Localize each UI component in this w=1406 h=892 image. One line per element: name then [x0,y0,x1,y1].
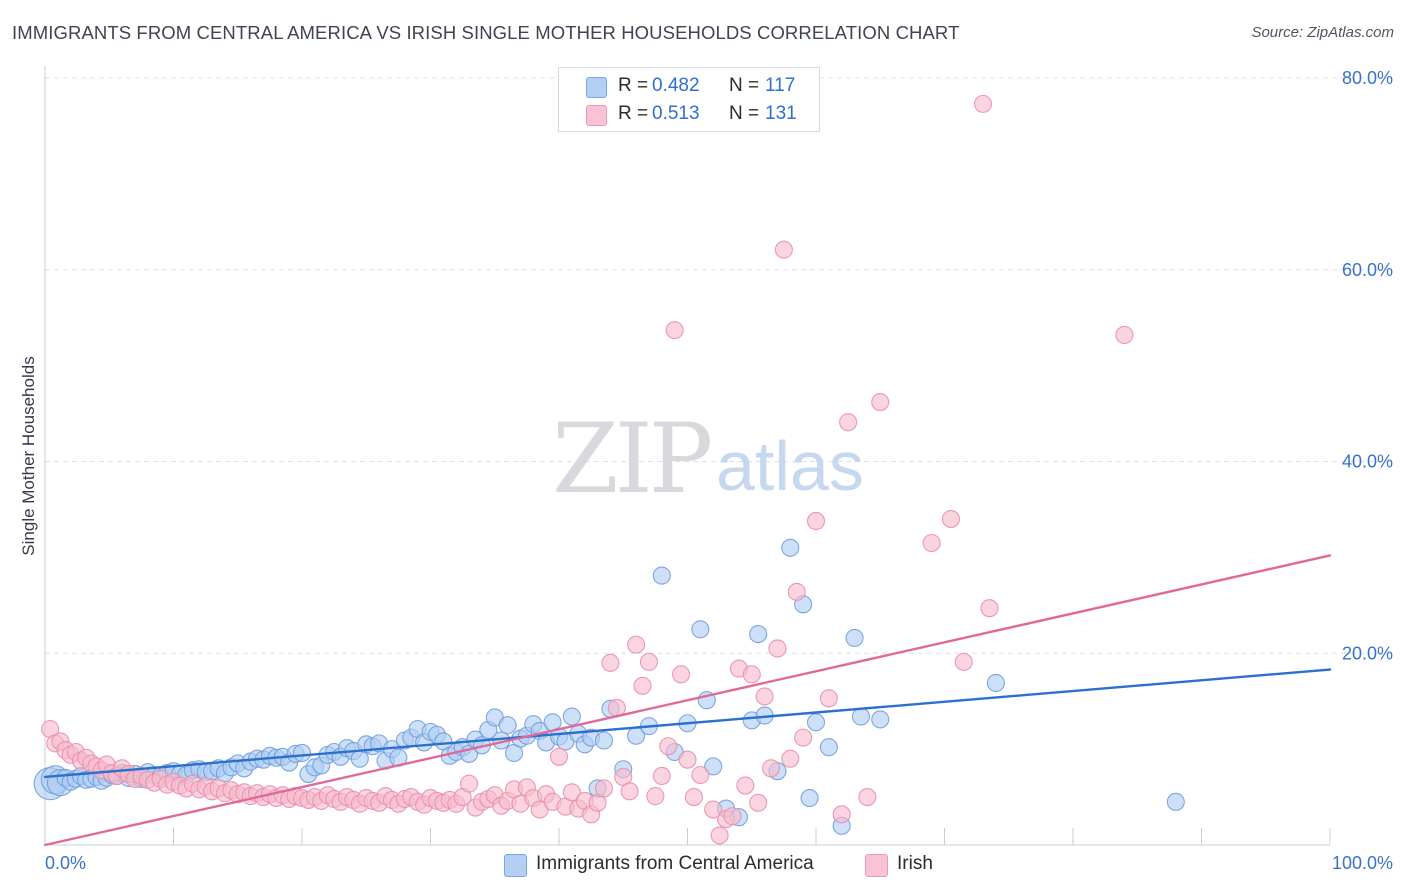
point-central-america [851,707,871,726]
legend-label-central-america: Immigrants from Central America [536,853,814,874]
legend-row-blue: R = 0.482 N = 117 [559,73,819,101]
point-irish [459,774,479,793]
point-irish [749,793,768,812]
axes [44,66,1331,846]
point-central-america [704,757,723,776]
point-irish [620,782,639,801]
point-irish [562,783,581,802]
series-legend: Immigrants from Central America Irish [0,852,1406,878]
watermark-zip: ZIP [552,403,711,515]
point-irish [871,393,890,412]
legend-r-value: 0.513 [652,103,700,124]
trend-line-irish [43,554,1332,847]
point-irish [684,788,703,807]
point-central-america [871,710,890,729]
point-central-america [691,620,710,639]
legend-r-label: R = [618,75,649,96]
point-irish [594,779,614,798]
legend-n-label: N = [729,103,760,124]
point-irish [781,749,800,768]
point-central-america [498,716,517,735]
point-irish [819,689,838,708]
legend-r-value: 0.482 [652,75,700,96]
point-irish [665,321,684,340]
legend-n-value: 117 [765,75,796,96]
point-central-america [781,538,800,557]
legend-label-irish: Irish [897,853,933,874]
point-irish [549,747,569,766]
point-irish [980,599,999,618]
tick-labels: 20.0% 40.0% 60.0% 80.0% 0.0% 100.0% [45,68,1393,873]
legend-swatch-blue [586,77,607,98]
source-label: Source: ZipAtlas.com [1251,24,1394,41]
point-irish [659,737,678,756]
point-irish [768,639,787,658]
point-central-america [1166,792,1185,811]
point-central-america [819,738,838,757]
point-irish [761,759,781,778]
x-tick-label: 100.0% [1332,853,1393,873]
y-tick-label: 80.0% [1342,68,1393,88]
x-tick-label: 0.0% [45,853,86,873]
point-irish [646,787,665,806]
watermark-atlas: atlas [716,427,864,505]
point-irish [858,788,877,807]
point-irish [633,676,652,695]
point-central-america [986,673,1005,693]
point-irish [774,240,793,259]
y-tick-label: 60.0% [1342,260,1393,280]
y-tick-label: 20.0% [1342,643,1393,663]
chart-title: IMMIGRANTS FROM CENTRAL AMERICA VS IRISH… [12,22,960,43]
point-irish [652,766,671,786]
trend-line-central-america [43,668,1332,779]
point-irish [941,509,960,529]
y-tick-label: 40.0% [1342,452,1393,472]
point-irish [973,94,993,113]
point-irish [794,728,813,747]
point-irish [839,413,858,432]
point-central-america [806,713,826,732]
point-central-america [594,731,614,750]
point-irish [627,635,646,654]
legend-swatch-pink [865,854,888,877]
legend-swatch-blue [504,854,527,877]
point-central-america [845,628,864,647]
point-irish [723,807,742,826]
point-irish [601,653,620,672]
point-irish [755,687,774,706]
legend-r-label: R = [618,103,649,124]
gridlines [45,77,1392,654]
trend-lines [43,554,1332,847]
legend-n-value: 131 [765,103,797,124]
series-pink-points [41,94,1134,845]
point-irish [1115,325,1134,344]
point-central-america [749,625,768,644]
point-irish [710,826,729,845]
point-irish [832,805,851,824]
legend-row-pink: R = 0.513 N = 131 [559,101,819,129]
point-irish [678,750,697,769]
point-central-america [652,566,671,585]
point-irish [922,533,941,553]
legend-n-label: N = [729,75,760,96]
point-central-america [292,743,312,763]
watermark: ZIP atlas [552,403,864,515]
point-central-america [562,707,581,726]
legend-swatch-pink [586,105,607,126]
point-irish [954,652,973,671]
point-irish [639,652,659,671]
point-central-america [800,788,819,808]
point-irish [672,665,691,684]
y-axis-title: Single Mother Households [19,356,38,555]
point-irish [736,776,755,795]
point-irish [742,665,761,684]
point-irish [806,511,826,530]
point-irish [704,800,723,819]
stats-legend: R = 0.482 N = 117 R = 0.513 N = 131 [558,67,820,132]
point-irish [787,582,806,601]
point-irish [691,765,710,785]
